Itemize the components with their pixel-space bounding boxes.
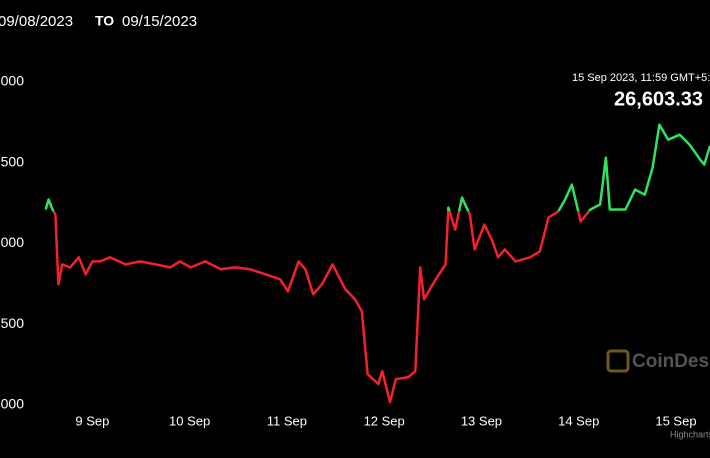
- x-tick-label: 15 Sep: [655, 413, 696, 428]
- x-tick-label: 9 Sep: [75, 413, 109, 428]
- annotation-value: 26,603.33: [614, 88, 703, 110]
- y-tick-label: 25,500: [0, 315, 24, 331]
- date-from: 09/08/2023: [0, 13, 73, 30]
- date-to-word: TO: [95, 13, 114, 29]
- watermark-text: CoinDesk: [632, 351, 710, 372]
- price-line-up: [44, 123, 710, 212]
- price-line-down: [52, 211, 591, 404]
- x-tick-label: 14 Sep: [558, 413, 599, 428]
- y-tick-label: 26,500: [0, 153, 24, 169]
- y-tick-label: 25,000: [0, 396, 24, 412]
- watermark-icon: [606, 349, 630, 373]
- y-tick-label: 26,000: [0, 234, 24, 250]
- x-tick-label: 13 Sep: [461, 413, 502, 428]
- annotation-date: 15 Sep 2023, 11:59 GMT+5:30: [572, 72, 710, 84]
- x-tick-label: 10 Sep: [169, 413, 210, 428]
- watermark: CoinDesk: [606, 349, 710, 373]
- x-tick-label: 11 Sep: [267, 413, 307, 428]
- credit: Highcharts.com: [670, 429, 710, 439]
- x-tick-label: 12 Sep: [364, 413, 405, 428]
- y-tick-label: 27,000: [0, 73, 24, 89]
- date-to: 09/15/2023: [122, 13, 197, 30]
